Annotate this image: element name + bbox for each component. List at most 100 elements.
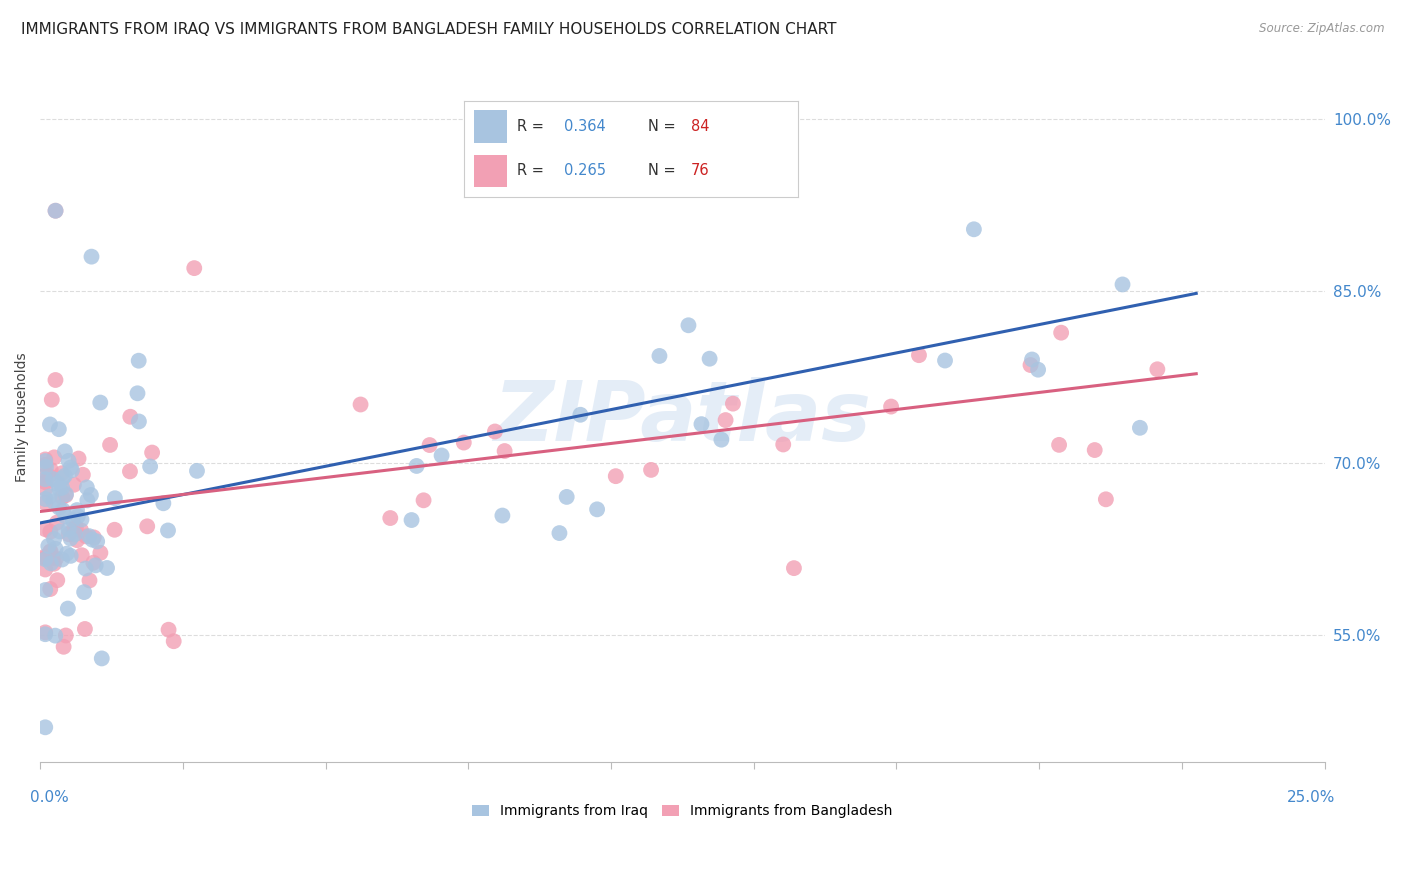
Point — [34, 627, 56, 641]
Point — [42, 532, 65, 546]
Point — [42, 557, 65, 571]
Point — [56, 547, 79, 561]
Point — [60, 463, 83, 477]
Point — [42, 494, 65, 508]
Point — [710, 433, 733, 447]
Point — [45, 516, 67, 530]
Point — [53, 509, 76, 524]
Point — [34, 562, 56, 576]
Point — [82, 533, 104, 547]
Point — [103, 523, 125, 537]
Point — [1026, 362, 1049, 376]
Point — [66, 509, 89, 524]
Point — [39, 582, 62, 596]
Point — [41, 392, 63, 407]
Point — [648, 349, 671, 363]
Point — [412, 493, 434, 508]
Point — [53, 444, 76, 458]
Point — [104, 491, 127, 506]
Text: Source: ZipAtlas.com: Source: ZipAtlas.com — [1260, 22, 1385, 36]
Point — [569, 408, 592, 422]
Point — [721, 397, 744, 411]
Point — [51, 552, 73, 566]
Point — [1019, 358, 1042, 372]
Point — [38, 468, 60, 483]
Point — [86, 534, 108, 549]
Point — [65, 520, 87, 534]
Point — [34, 482, 56, 496]
Point — [139, 459, 162, 474]
Point — [484, 425, 506, 439]
Point — [678, 318, 700, 333]
Point — [51, 481, 73, 495]
Point — [699, 351, 721, 366]
Point — [76, 480, 98, 494]
Point — [34, 468, 56, 483]
Point — [58, 527, 80, 541]
Point — [48, 482, 70, 496]
Point — [52, 640, 75, 654]
Point — [548, 526, 571, 541]
Point — [128, 415, 150, 429]
Point — [72, 467, 94, 482]
Point — [46, 476, 69, 491]
Point — [59, 532, 82, 546]
Point — [152, 496, 174, 510]
Point — [45, 551, 67, 566]
Point — [34, 475, 56, 490]
Point — [34, 522, 56, 536]
Point — [34, 458, 56, 472]
Point — [84, 558, 107, 573]
Point — [401, 513, 423, 527]
Point — [34, 551, 56, 566]
Point — [963, 222, 986, 236]
Point — [141, 445, 163, 459]
Point — [46, 573, 69, 587]
Point — [52, 503, 75, 517]
Point — [45, 541, 67, 556]
Point — [783, 561, 806, 575]
Point — [39, 417, 62, 432]
Point — [34, 552, 56, 566]
Point — [34, 454, 56, 468]
Point — [772, 437, 794, 451]
Point — [48, 500, 70, 515]
Point — [690, 417, 713, 432]
Point — [640, 463, 662, 477]
Point — [42, 550, 65, 565]
Point — [58, 523, 80, 537]
Point — [58, 454, 80, 468]
Point — [82, 556, 104, 570]
Point — [67, 451, 90, 466]
Point — [76, 493, 98, 508]
Point — [66, 533, 89, 548]
Point — [405, 458, 427, 473]
Point — [380, 511, 402, 525]
Point — [39, 463, 62, 477]
Point — [128, 353, 150, 368]
Point — [75, 529, 97, 543]
Point — [98, 438, 121, 452]
Point — [39, 544, 62, 558]
Point — [51, 490, 73, 504]
Point — [349, 397, 371, 411]
Point — [39, 557, 62, 571]
Text: 25.0%: 25.0% — [1286, 790, 1334, 805]
Point — [430, 449, 453, 463]
Point — [62, 513, 84, 527]
Point — [51, 467, 73, 481]
Point — [1095, 492, 1118, 507]
Point — [453, 435, 475, 450]
Point — [34, 452, 56, 467]
Point — [34, 549, 56, 564]
Point — [63, 477, 86, 491]
Point — [491, 508, 513, 523]
Point — [77, 529, 100, 543]
Point — [605, 469, 627, 483]
Point — [48, 422, 70, 436]
Point — [89, 546, 111, 560]
Text: ZIPatlas: ZIPatlas — [494, 376, 872, 458]
Point — [186, 464, 208, 478]
Point — [35, 459, 58, 474]
Point — [183, 261, 205, 276]
